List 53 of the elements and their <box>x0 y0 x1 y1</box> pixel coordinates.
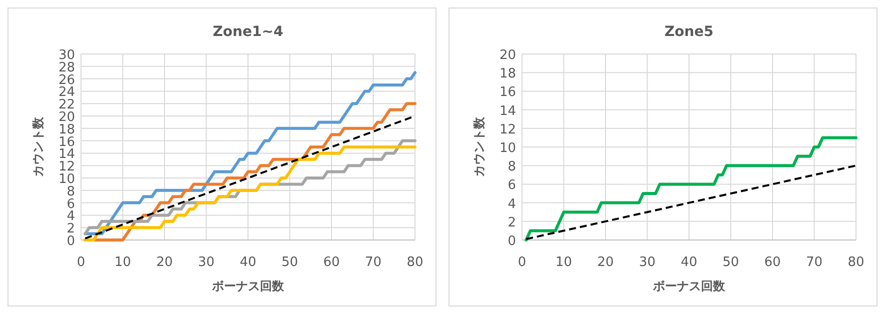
x-tick-label: 30 <box>198 255 215 270</box>
y-tick-label: 2 <box>508 215 516 230</box>
x-tick-label: 80 <box>848 255 864 270</box>
x-tick-label: 60 <box>764 255 781 270</box>
x-axis-title: ボーナス回数 <box>652 279 726 293</box>
line-series <box>84 71 416 236</box>
y-tick-label: 0 <box>66 234 75 249</box>
y-tick-label: 10 <box>499 141 516 156</box>
chart-title: Zone5 <box>664 24 714 40</box>
y-tick-label: 2 <box>66 222 75 237</box>
x-tick-label: 10 <box>114 255 132 270</box>
y-tick-label: 14 <box>499 104 516 119</box>
x-tick-label: 0 <box>76 255 86 270</box>
y-tick-label: 18 <box>58 122 75 138</box>
y-tick-label: 14 <box>58 147 75 162</box>
x-tick-label: 80 <box>406 255 424 270</box>
y-tick-label: 8 <box>508 160 516 175</box>
y-tick-label: 20 <box>58 110 75 125</box>
y-tick-label: 0 <box>508 234 516 249</box>
y-tick-label: 6 <box>508 178 516 194</box>
chart-title: Zone1~4 <box>212 24 284 40</box>
y-axis-title: カウント数 <box>472 116 486 177</box>
y-tick-label: 10 <box>58 172 75 187</box>
x-tick-label: 0 <box>518 255 526 270</box>
x-tick-label: 70 <box>806 255 823 270</box>
x-tick-label: 10 <box>555 255 572 270</box>
y-tick-label: 16 <box>499 85 516 100</box>
x-tick-label: 60 <box>323 255 340 270</box>
y-tick-label: 16 <box>58 134 75 150</box>
x-tick-label: 70 <box>364 255 382 270</box>
y-tick-label: 12 <box>58 160 75 175</box>
x-tick-label: 50 <box>281 255 298 270</box>
y-tick-label: 12 <box>499 122 516 138</box>
y-tick-label: 26 <box>58 72 75 88</box>
y-tick-label: 22 <box>58 98 75 113</box>
x-tick-label: 40 <box>680 255 698 270</box>
y-tick-label: 18 <box>499 66 516 82</box>
x-tick-label: 20 <box>156 255 173 270</box>
x-axis-title: ボーナス回数 <box>211 279 285 293</box>
y-tick-label: 24 <box>58 85 75 100</box>
y-tick-label: 4 <box>66 209 75 224</box>
y-tick-label: 6 <box>66 196 75 212</box>
y-tick-label: 8 <box>66 184 75 200</box>
y-axis-title: カウント数 <box>31 116 45 177</box>
x-tick-label: 30 <box>638 255 656 270</box>
line-series <box>524 136 858 242</box>
x-tick-label: 50 <box>722 255 740 270</box>
y-tick-label: 30 <box>58 48 75 63</box>
x-tick-label: 20 <box>597 255 614 270</box>
y-tick-label: 4 <box>508 196 516 212</box>
y-tick-label: 28 <box>58 60 75 76</box>
y-tick-label: 20 <box>499 48 516 63</box>
x-tick-label: 40 <box>240 255 256 270</box>
